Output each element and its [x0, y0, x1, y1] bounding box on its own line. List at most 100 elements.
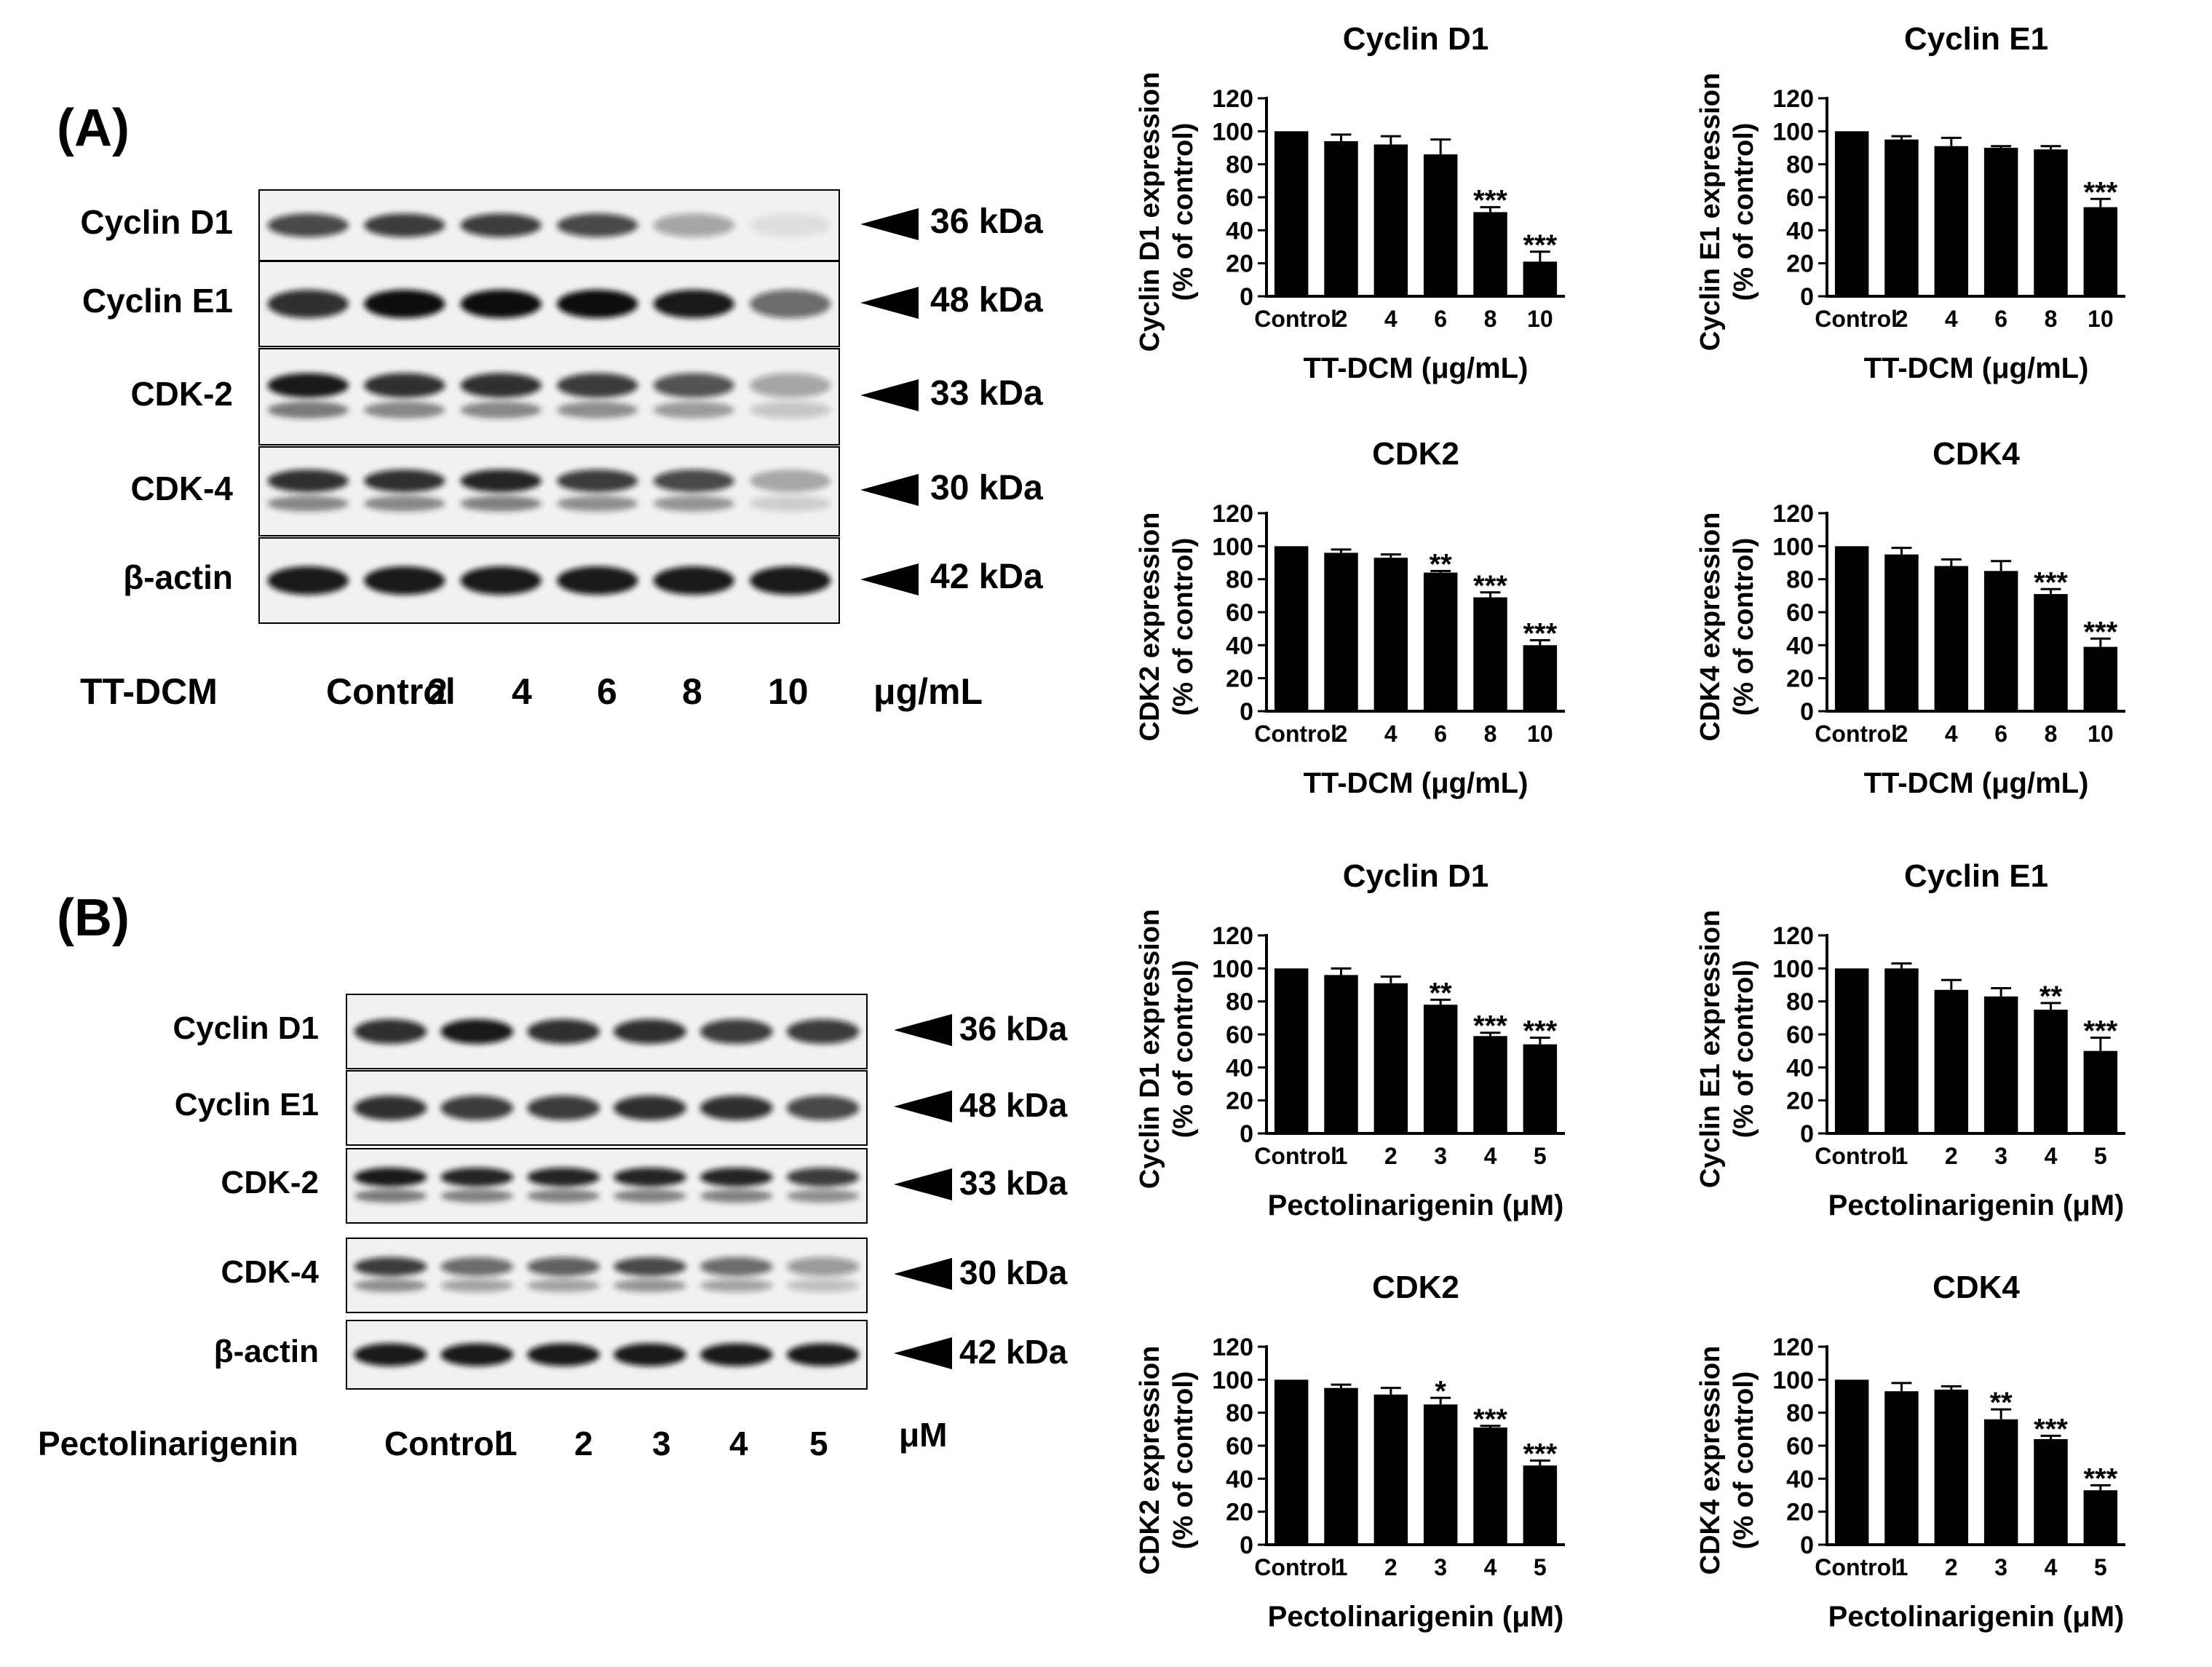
blot-protein-label: CDK-2 — [221, 1164, 319, 1200]
bar — [1324, 140, 1358, 296]
blot-band — [786, 1096, 860, 1120]
chart-title: Cyclin E1 — [1904, 858, 2048, 894]
bar-chart: CDK4 CDK4 expression (% of control) 0 20 40 60… — [1681, 422, 2191, 830]
y-tick-label: 100 — [1212, 955, 1253, 983]
blot-band — [557, 373, 638, 419]
y-tick-label: 100 — [1772, 533, 1814, 561]
chart-title: Cyclin E1 — [1904, 21, 2048, 57]
y-axis-label: CDK2 expression (% of control) — [1135, 1346, 1199, 1575]
bar — [2034, 1438, 2068, 1545]
blot-band — [653, 470, 734, 512]
y-axis-label: CDK4 expression (% of control) — [1695, 1346, 1759, 1575]
x-axis-label: Pectolinarigenin (μM) — [1268, 1601, 1564, 1633]
blot-band — [699, 1096, 773, 1120]
bar — [2083, 207, 2118, 296]
lane-label: 2 — [574, 1425, 593, 1462]
significance-marker: *** — [2083, 1462, 2117, 1494]
y-tick-label: 20 — [1226, 665, 1253, 693]
lane-label: 2 — [427, 671, 448, 712]
blot-band — [267, 213, 349, 237]
bar — [1983, 571, 2018, 711]
blot-band — [364, 289, 445, 319]
x-axis-label: TT-DCM (μg/mL) — [1304, 352, 1529, 384]
blot-band — [440, 1257, 514, 1292]
blot-band — [460, 470, 542, 512]
lane-label: 1 — [499, 1425, 518, 1462]
blot-band — [750, 470, 831, 512]
y-tick-label: 40 — [1786, 1465, 1814, 1493]
x-axis-label: Pectolinarigenin (μM) — [1828, 1601, 2125, 1633]
blot-band — [557, 289, 638, 319]
y-tick-label: 100 — [1212, 1366, 1253, 1394]
bar — [1834, 546, 1869, 711]
blot-band — [527, 1019, 600, 1044]
band-arrow-icon — [894, 1258, 952, 1290]
y-axis-label: Cyclin D1 expression (% of control) — [1135, 72, 1199, 352]
blot-band — [354, 1019, 427, 1044]
bar — [1523, 1044, 1558, 1133]
blot-band — [614, 1257, 686, 1292]
bar — [1523, 1465, 1558, 1545]
bar — [1274, 131, 1309, 296]
concentration-unit: μM — [899, 1416, 948, 1454]
bar — [2034, 1010, 2068, 1133]
lane-label: Control — [326, 671, 456, 712]
bar — [1934, 146, 1969, 296]
blot-band — [267, 566, 349, 595]
blot-strip — [258, 348, 840, 446]
band-arrow-icon — [894, 1168, 952, 1200]
y-tick-label: 80 — [1786, 989, 1814, 1016]
y-tick-label: 40 — [1226, 1054, 1253, 1082]
y-tick-label: 80 — [1786, 566, 1814, 594]
x-tick-label: 4 — [1484, 1143, 1497, 1169]
x-tick-label: 5 — [2094, 1554, 2107, 1580]
x-tick-label: Control — [1254, 306, 1337, 332]
significance-marker: *** — [1523, 1438, 1557, 1470]
significance-marker: * — [1435, 1375, 1446, 1407]
x-tick-label: Control — [1815, 721, 1898, 747]
band-arrow-icon — [860, 474, 919, 506]
bar — [1423, 154, 1458, 296]
x-tick-label: 2 — [1945, 1554, 1958, 1580]
blot-band — [440, 1168, 514, 1203]
blot-strip — [346, 1070, 868, 1146]
y-tick-label: 100 — [1772, 118, 1814, 146]
blot-strip — [258, 537, 840, 624]
blot-band — [614, 1343, 686, 1366]
blot-band — [267, 289, 349, 319]
significance-marker: ** — [1990, 1387, 2013, 1419]
bar — [1934, 1389, 1969, 1545]
significance-marker: *** — [2083, 616, 2117, 648]
x-tick-label: 1 — [1335, 1554, 1348, 1580]
significance-marker: *** — [2083, 176, 2117, 208]
bar — [1373, 1394, 1408, 1545]
blot-band — [460, 213, 542, 237]
chart-title: CDK4 — [1932, 1270, 2020, 1305]
panel-b-label: (B) — [57, 889, 130, 947]
blot-band — [364, 566, 445, 595]
blot-band — [750, 289, 831, 319]
band-size-label: 36 kDa — [959, 1009, 1068, 1048]
bar-chart: Cyclin D1 Cyclin D1 expression (% of contr… — [1121, 7, 1630, 415]
significance-marker: *** — [1523, 618, 1557, 650]
y-tick-label: 0 — [1800, 1120, 1814, 1148]
y-tick-label: 0 — [1240, 698, 1253, 726]
bar — [1423, 572, 1458, 711]
blot-band — [750, 566, 831, 595]
blot-strip — [346, 1238, 868, 1313]
x-tick-label: 4 — [1384, 721, 1398, 747]
y-tick-label: 100 — [1772, 955, 1814, 983]
band-size-label: 36 kDa — [930, 202, 1043, 242]
y-tick-label: 0 — [1800, 283, 1814, 311]
bar — [1983, 148, 2018, 296]
blot-protein-label: Cyclin D1 — [80, 203, 233, 242]
y-tick-label: 120 — [1772, 500, 1814, 528]
blot-band — [786, 1257, 860, 1292]
blot-band — [614, 1019, 686, 1044]
y-tick-label: 120 — [1212, 500, 1253, 528]
bar — [1523, 645, 1558, 711]
bar — [2083, 646, 2118, 711]
y-tick-label: 60 — [1786, 1021, 1814, 1049]
x-tick-label: Control — [1254, 1143, 1337, 1169]
bar — [1884, 968, 1919, 1133]
